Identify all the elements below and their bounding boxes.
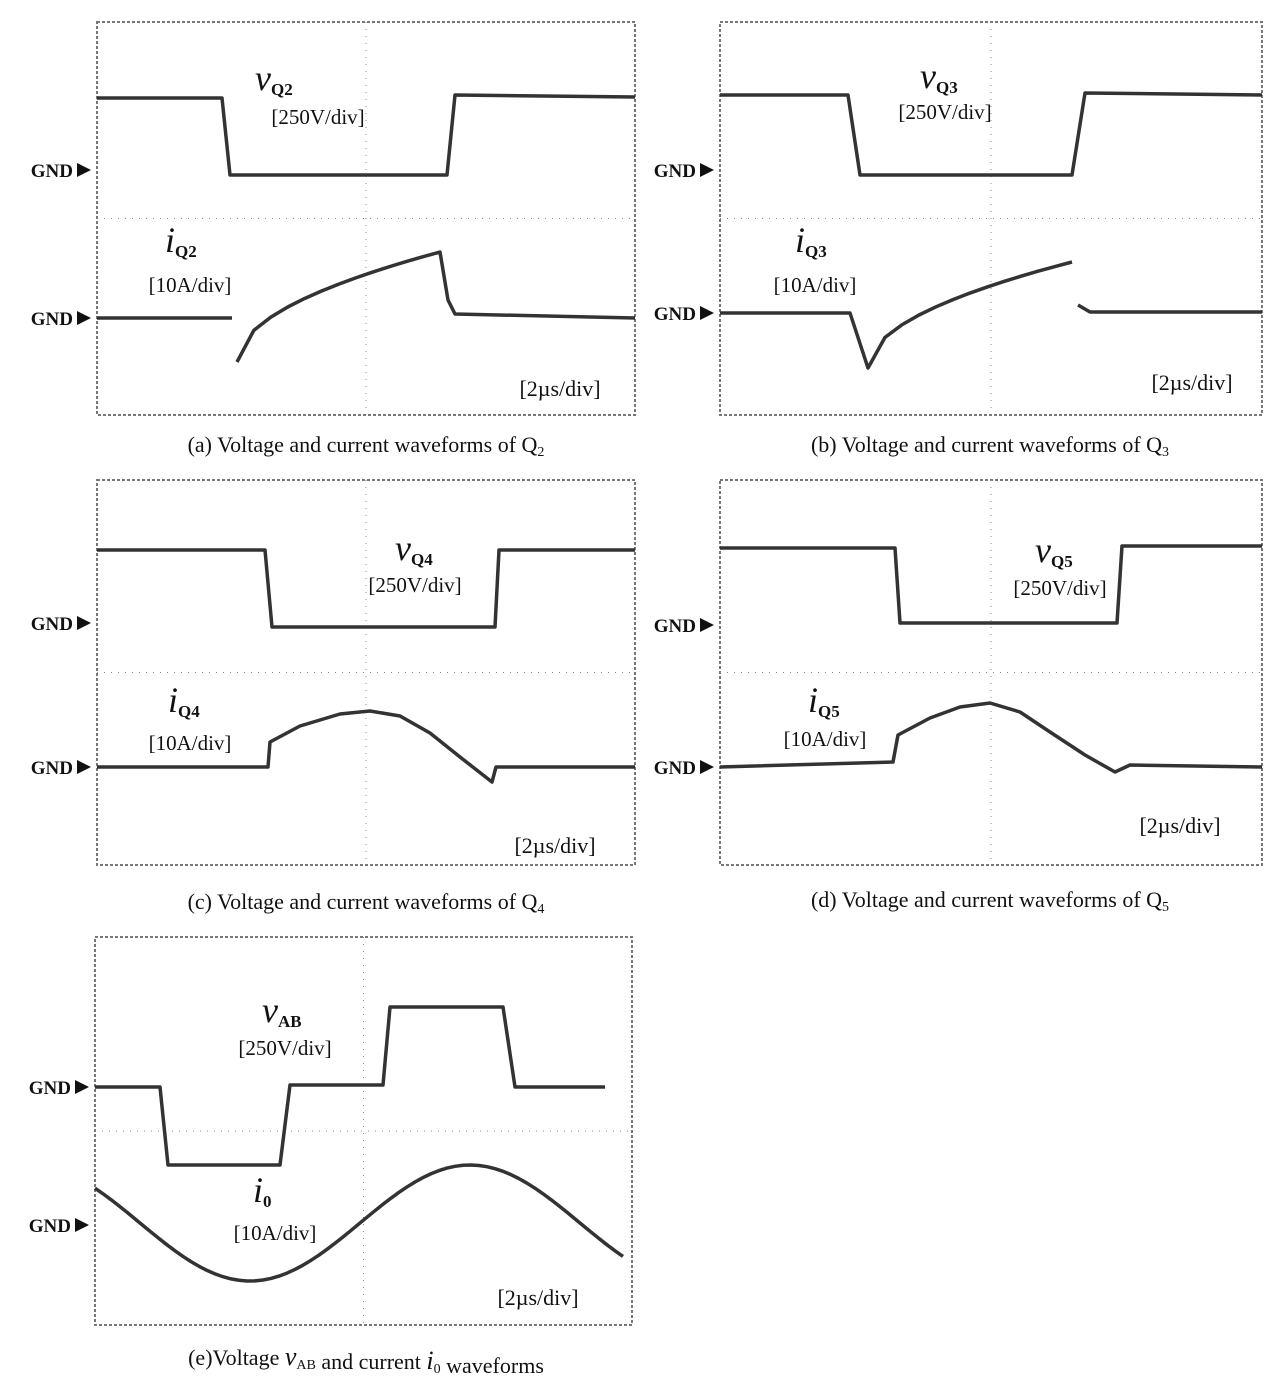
time-scale: [2µs/div] (1139, 813, 1220, 838)
page: GNDGNDvQ2[250V/div]iQ2[10A/div][2µs/div]… (0, 0, 1276, 1378)
gnd-marker (77, 163, 91, 177)
gnd-marker (75, 1218, 89, 1232)
time-scale: [2µs/div] (514, 833, 595, 858)
current-label: iQ3 (795, 220, 827, 261)
waveform-panel: GNDGNDvQ4[250V/div]iQ4[10A/div][2µs/div]… (31, 480, 635, 917)
symbol: v (395, 528, 411, 568)
caption-subscript: 4 (537, 902, 544, 917)
caption-subscript: 0 (434, 1362, 441, 1373)
waveform (95, 1165, 623, 1281)
gnd-marker (700, 163, 714, 177)
caption-text: waveforms (441, 1353, 544, 1373)
waveform-panel: GNDGNDvQ2[250V/div]iQ2[10A/div][2µs/div]… (31, 22, 635, 460)
caption: (a) Voltage and current waveforms of Q2 (188, 432, 545, 460)
current-label: iQ5 (808, 680, 840, 721)
voltage-scale: [250V/div] (271, 105, 364, 129)
subscript: Q4 (178, 702, 200, 721)
current-label: iQ4 (168, 680, 200, 721)
subscript: Q2 (175, 242, 197, 261)
caption-text: (e)Voltage (188, 1345, 285, 1370)
caption-text: (b) Voltage and current waveforms of Q (811, 432, 1162, 457)
caption-text: (d) Voltage and current waveforms of Q (811, 887, 1162, 912)
gnd-label: GND (31, 614, 73, 635)
waveform (97, 550, 635, 627)
gnd-label: GND (654, 304, 696, 325)
caption-subscript: 2 (537, 445, 544, 460)
caption: (b) Voltage and current waveforms of Q3 (811, 432, 1169, 460)
symbol: i (795, 220, 805, 260)
current-scale: [10A/div] (234, 1221, 317, 1245)
caption-text: and current (316, 1349, 427, 1373)
time-scale: [2µs/div] (1151, 370, 1232, 395)
current-scale: [10A/div] (149, 273, 232, 297)
voltage-label: vQ2 (255, 58, 293, 99)
scope-frame (720, 480, 1262, 865)
waveform-panel: GNDGNDvQ5[250V/div]iQ5[10A/div][2µs/div]… (654, 480, 1262, 915)
caption-text: (a) Voltage and current waveforms of Q (188, 432, 538, 457)
caption-subscript: 5 (1162, 900, 1169, 915)
gnd-marker (700, 306, 714, 320)
caption: (d) Voltage and current waveforms of Q5 (811, 887, 1169, 915)
current-scale: [10A/div] (149, 731, 232, 755)
symbol: v (1035, 530, 1051, 570)
gnd-marker (77, 616, 91, 630)
voltage-label: vQ5 (1035, 530, 1073, 571)
caption: (e)Voltage vAB and current i0 waveforms (188, 1342, 544, 1373)
caption-subscript: 3 (1162, 445, 1169, 460)
gnd-marker (77, 760, 91, 774)
voltage-scale: [250V/div] (1013, 576, 1106, 600)
caption-symbol: v (285, 1342, 297, 1371)
scope-frame (97, 480, 635, 865)
voltage-label: vQ4 (395, 528, 433, 569)
voltage-scale: [250V/div] (898, 100, 991, 124)
current-label: i0 (253, 1170, 272, 1211)
symbol: v (255, 58, 271, 98)
gnd-marker (700, 618, 714, 632)
time-scale: [2µs/div] (497, 1285, 578, 1310)
current-label: iQ2 (165, 220, 197, 261)
subscript: Q3 (805, 242, 827, 261)
voltage-label: vQ3 (920, 56, 958, 97)
gnd-marker (700, 760, 714, 774)
waveform-panel: GNDGNDvAB[250V/div]i0[10A/div][2µs/div](… (29, 937, 632, 1373)
symbol: i (165, 220, 175, 260)
gnd-marker (75, 1080, 89, 1094)
gnd-label: GND (31, 161, 73, 182)
symbol: i (253, 1170, 263, 1210)
symbol: v (920, 56, 936, 96)
subscript: Q3 (936, 78, 958, 97)
caption-subscript: AB (296, 1358, 315, 1373)
gnd-label: GND (29, 1078, 71, 1099)
waveform (95, 1007, 605, 1165)
caption: (c) Voltage and current waveforms of Q4 (188, 889, 545, 917)
gnd-marker (77, 311, 91, 325)
waveform (237, 252, 635, 362)
gnd-label: GND (654, 758, 696, 779)
caption-text: (c) Voltage and current waveforms of Q (188, 889, 538, 914)
gnd-label: GND (29, 1216, 71, 1237)
gnd-label: GND (31, 758, 73, 779)
subscript: AB (278, 1012, 302, 1031)
caption-symbol: i (426, 1346, 433, 1373)
subscript: Q5 (1051, 552, 1073, 571)
subscript: Q2 (271, 80, 293, 99)
voltage-label: vAB (262, 990, 302, 1031)
gnd-label: GND (31, 309, 73, 330)
symbol: i (168, 680, 178, 720)
time-scale: [2µs/div] (519, 376, 600, 401)
gnd-label: GND (654, 161, 696, 182)
current-scale: [10A/div] (784, 727, 867, 751)
gnd-label: GND (654, 616, 696, 637)
figure: GNDGNDvQ2[250V/div]iQ2[10A/div][2µs/div]… (0, 0, 1276, 1373)
voltage-scale: [250V/div] (238, 1036, 331, 1060)
subscript: Q4 (411, 550, 433, 569)
current-scale: [10A/div] (774, 273, 857, 297)
symbol: v (262, 990, 278, 1030)
voltage-scale: [250V/div] (368, 573, 461, 597)
subscript: 0 (263, 1192, 272, 1211)
subscript: Q5 (818, 702, 840, 721)
waveform-panel: GNDGNDvQ3[250V/div]iQ3[10A/div][2µs/div]… (654, 22, 1262, 460)
waveform (1078, 305, 1262, 312)
symbol: i (808, 680, 818, 720)
